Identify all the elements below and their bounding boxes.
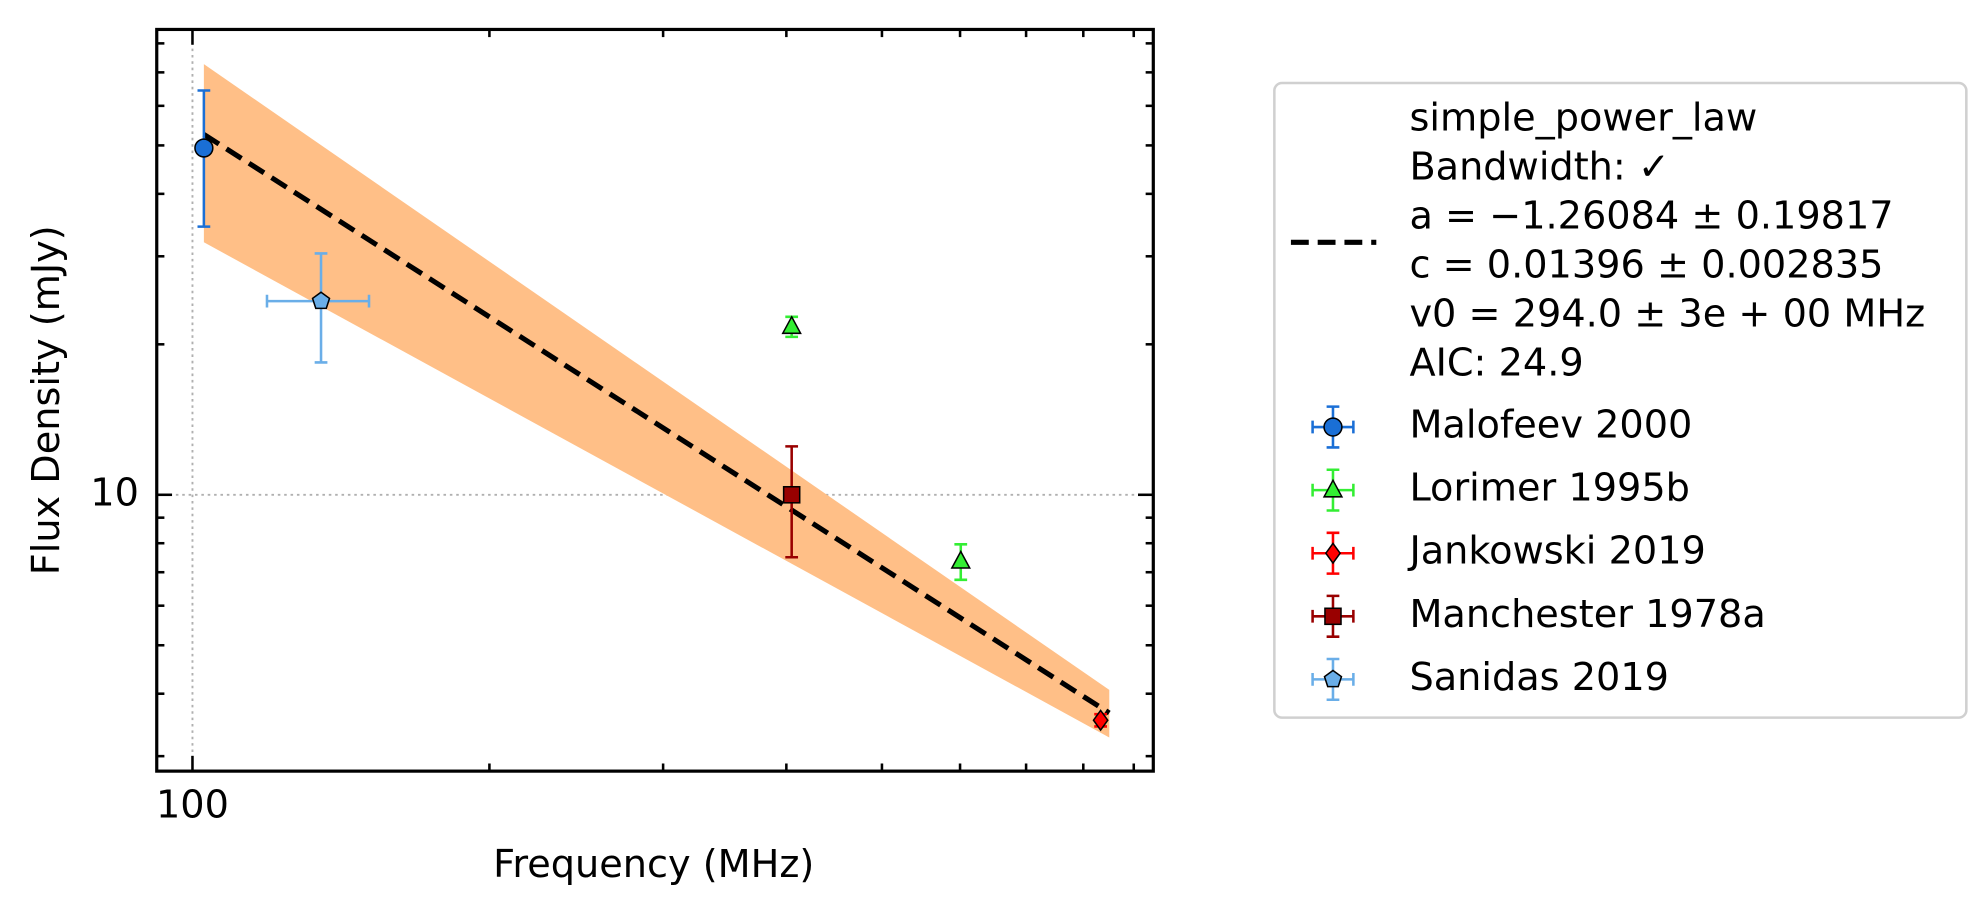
error-bar: [197, 89, 211, 228]
marker: [1092, 709, 1109, 732]
legend-label: Sanidas 2019: [1409, 656, 1669, 700]
marker: [950, 549, 971, 569]
marker: [782, 485, 801, 504]
marker: [194, 138, 214, 158]
legend-marker: [1323, 417, 1343, 437]
legend-marker: [1324, 542, 1342, 565]
legend-marker: [1322, 478, 1344, 498]
legend-label: Malofeev 2000: [1409, 404, 1692, 448]
x-axis-label: Frequency (MHz): [493, 843, 814, 887]
marker: [781, 315, 802, 335]
legend-box: [1273, 81, 1968, 719]
legend-label: Lorimer 1995b: [1409, 467, 1689, 511]
legend-fit-text: v0 = 294.0 ± 3e + 00 MHz: [1409, 293, 1925, 337]
fit-line: [202, 132, 1111, 716]
legend-fit-text: c = 0.01396 ± 0.002835: [1409, 244, 1883, 288]
x-tick-label: 100: [156, 783, 229, 827]
legend-fit-text: a = −1.26084 ± 0.19817: [1409, 195, 1893, 239]
legend-fit-text: AIC: 24.9: [1409, 342, 1583, 386]
legend-marker: [1323, 669, 1343, 688]
y-axis-label: Flux Density (mJy): [25, 225, 69, 575]
legend-fit-text: Bandwidth: ✓: [1409, 145, 1670, 189]
legend-marker: [1324, 607, 1342, 626]
marker: [311, 291, 331, 310]
legend-label: Jankowski 2019: [1407, 530, 1705, 574]
plot-frame: [155, 27, 1155, 773]
fit-band: [203, 64, 1110, 738]
y-tick-label: 10: [90, 471, 139, 515]
legend-fit-text: simple_power_law: [1409, 96, 1757, 140]
legend-label: Manchester 1978a: [1409, 593, 1765, 637]
